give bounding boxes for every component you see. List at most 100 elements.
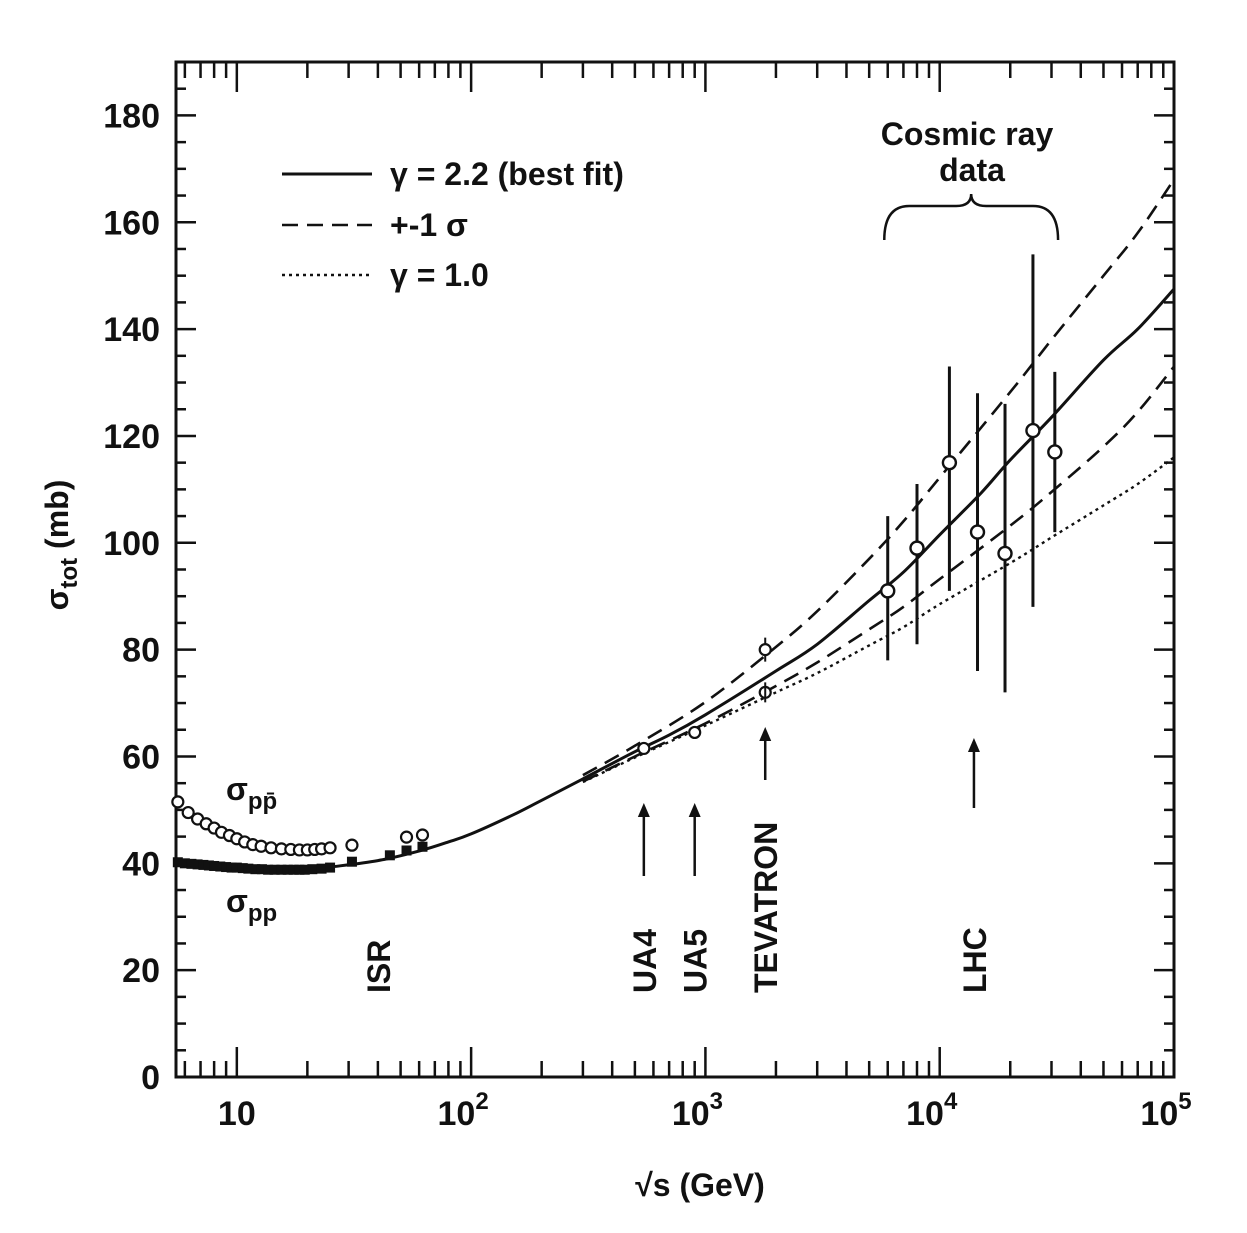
y-axis-title: σtot (mb) [39, 480, 83, 611]
y-axis-sub: tot [56, 558, 83, 589]
experiment-label-isr: ISR [361, 940, 397, 993]
fit-curve-dotted [582, 456, 1175, 784]
pp-data-point [237, 863, 248, 874]
y-tick-label: 120 [103, 418, 160, 456]
tick-marks [176, 62, 1176, 1079]
pp-data-point [384, 850, 395, 861]
cosmic-ray-data-point [880, 583, 896, 599]
x-tick-exponent: 2 [475, 1088, 488, 1115]
pp-data-point [192, 859, 203, 870]
fit-curves [329, 178, 1176, 869]
pp-data-point [307, 864, 318, 875]
pp-data-point [346, 856, 357, 867]
tevatron-arrow-head [759, 727, 772, 741]
y-tick-label: 80 [122, 632, 160, 670]
data-points [171, 254, 1063, 875]
x-axis-text: s (GeV) [653, 1167, 765, 1203]
y-tick-label: 0 [141, 1059, 160, 1097]
x-tick-label: 105 [1140, 1088, 1191, 1133]
pp-data-point [231, 862, 242, 873]
pp-data-point [186, 858, 197, 869]
ppbar-data-point [181, 805, 195, 820]
pp-data-point [198, 859, 209, 870]
pp-data-point [325, 862, 336, 873]
y-tick-label: 100 [103, 525, 160, 563]
experiment-label-tevatron: TEVATRON [748, 822, 784, 993]
x-tick-exponent: 4 [944, 1088, 958, 1115]
fit-curve-dashed [582, 178, 1176, 777]
pp-data-point [294, 864, 305, 875]
ppbar-data-point [399, 830, 414, 844]
ppbar-data-point [323, 841, 337, 855]
pp-data-point [316, 863, 327, 874]
x-tick-label: 104 [906, 1088, 958, 1133]
lhc-arrow-head [967, 738, 980, 752]
pp-data-point [276, 864, 287, 875]
x-axis-title: √s (GeV) [635, 1167, 765, 1203]
ppbar-data-point [637, 741, 651, 756]
x-tick-base: 10 [218, 1095, 256, 1133]
ppbar-data-point [415, 828, 430, 842]
x-tick-label: 102 [438, 1088, 489, 1133]
x-tick-exponent: 3 [710, 1088, 723, 1115]
legend: γ = 2.2 (best fit) +-1 σ γ = 1.0 [282, 156, 624, 293]
cosmic-ray-data-point [969, 524, 986, 540]
x-tick-label: 10 [218, 1095, 256, 1133]
fit-curve-dashed [582, 365, 1176, 783]
cosmic-ray-label-line2: data [939, 152, 1005, 188]
y-tick-label: 180 [103, 97, 160, 135]
cosmic-ray-data-point [1047, 444, 1063, 460]
pp-data-point [172, 857, 183, 868]
pp-data-point [417, 841, 428, 852]
y-axis-sigma: σ [39, 588, 75, 610]
pp-data-point [203, 860, 214, 871]
y-tick-label: 20 [122, 952, 160, 990]
y-tick-label: 40 [122, 845, 160, 883]
ppbar-data-point [688, 725, 702, 740]
experiment-label-lhc: LHC [957, 927, 993, 993]
legend-label: +-1 σ [390, 207, 468, 243]
pp-data-point [250, 864, 261, 875]
cosmic-ray-data-point [941, 454, 958, 471]
y-tick-label: 140 [103, 311, 160, 349]
sigma-ppbar-label-sigma: σ [226, 771, 248, 807]
y-axis-unit: (mb) [39, 480, 75, 558]
pp-data-point [269, 864, 280, 875]
plot-frame [174, 60, 1176, 1079]
ppbar-data-point [345, 838, 359, 852]
pp-data-point [299, 864, 310, 875]
pp-data-point [226, 862, 237, 873]
experiment-label-ua5: UA5 [678, 929, 714, 993]
pp-data-point [215, 861, 226, 872]
pp-data-point [221, 862, 232, 873]
tevatron-data-point [758, 643, 772, 657]
legend-label: γ = 1.0 [390, 257, 489, 293]
sigma-ppbar-label-sub: pp̄ [248, 788, 277, 815]
cosmic-ray-brace [883, 193, 1060, 241]
ppbar-data-point [171, 795, 185, 809]
pp-data-point [401, 845, 412, 856]
x-tick-base: 10 [438, 1095, 476, 1133]
pp-data-point [288, 864, 299, 875]
x-tick-base: 10 [672, 1095, 710, 1133]
legend-label: γ = 2.2 (best fit) [390, 156, 624, 192]
x-tick-base: 10 [906, 1095, 944, 1133]
x-tick-exponent: 5 [1178, 1088, 1191, 1115]
x-tick-base: 10 [1140, 1095, 1178, 1133]
pp-data-point [243, 863, 254, 874]
cosmic-ray-label: Cosmic ray [881, 116, 1054, 152]
x-tick-label: 103 [672, 1088, 723, 1133]
sigma-ppbar-label: σpp̄ [226, 771, 277, 815]
cosmic-ray-data-point [909, 540, 925, 556]
cosmic-ray-data-point [1025, 422, 1041, 439]
x-axis-sqrt: √ [635, 1167, 653, 1203]
sigma-pp-label: σpp [226, 883, 277, 927]
experiment-label-ua4: UA4 [627, 929, 663, 993]
pp-data-point [256, 864, 267, 875]
arrow-ua4-head [637, 803, 650, 817]
pp-data-point [263, 864, 274, 875]
sigma-pp-label-sub: pp [248, 900, 277, 927]
